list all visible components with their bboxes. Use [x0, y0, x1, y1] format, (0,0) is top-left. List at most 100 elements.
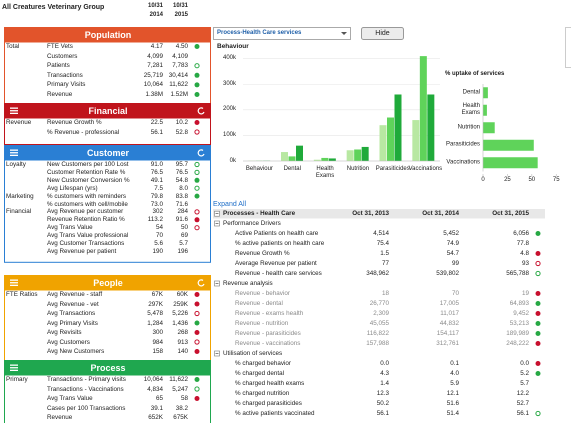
status-dot: [194, 217, 200, 223]
menu-icon[interactable]: [10, 284, 18, 286]
metric-label: New Customer Conversion %: [47, 176, 130, 184]
group-label: Revenue: [6, 119, 32, 126]
group-label: Utilisation of services: [223, 350, 283, 357]
menu-icon[interactable]: [10, 149, 18, 151]
metric-value: 1.5: [380, 250, 389, 257]
hide-button[interactable]: [361, 27, 404, 40]
y-tick-label: Dental: [462, 89, 480, 96]
menu-icon[interactable]: [10, 112, 18, 114]
metric-value: 70: [155, 232, 163, 240]
metric-label: Avg Revisits: [47, 329, 82, 336]
bar: [313, 159, 321, 161]
metric-label: % customers with reminders: [47, 192, 127, 200]
menu-icon[interactable]: [10, 107, 18, 109]
x-tick-label: Parasiticides: [375, 166, 410, 172]
metric-value: 6,056: [513, 230, 529, 237]
status-dot: [194, 301, 200, 307]
metric-value: 4,514: [373, 230, 389, 237]
status-ring: [194, 310, 200, 317]
status-ring: [194, 129, 200, 135]
metric-label: Revenue - nutrition: [235, 320, 289, 327]
status-dot: [194, 377, 200, 382]
metric-label: % charged nutrition: [235, 390, 290, 397]
bar: [387, 117, 394, 161]
status-ring: [535, 260, 541, 267]
status-dot: [194, 82, 200, 88]
metric-label: Avg Transactions: [47, 310, 96, 317]
y-tick-label: 0k: [229, 157, 236, 164]
metric-value: 52.7: [516, 400, 529, 407]
status-dot: [194, 193, 200, 199]
metric-label: Revenue: [47, 91, 73, 98]
metric-value: 5.7: [179, 240, 188, 247]
status-dot: [535, 291, 541, 296]
metric-value: 539,802: [436, 270, 459, 277]
menu-icon[interactable]: [10, 279, 18, 281]
refresh-icon[interactable]: [197, 107, 205, 115]
x-tick-label: 50: [528, 176, 536, 183]
metric-value: 10,064: [143, 376, 163, 383]
panel-title: Financial: [88, 106, 128, 116]
group-label: Financial: [6, 208, 32, 216]
menu-icon[interactable]: [10, 364, 18, 366]
dropdown-arrow[interactable]: [341, 32, 347, 35]
metric-label: Avg Revenue - vet: [47, 300, 99, 308]
metric-label: Active Patients on health care: [235, 230, 319, 237]
metric-value: 913: [177, 338, 188, 346]
expand-all-link[interactable]: Expand All: [213, 200, 247, 208]
metric-value: 56.1: [376, 410, 389, 417]
column-date: 2015: [174, 11, 188, 18]
menu-icon[interactable]: [10, 367, 18, 369]
metric-value: 7,281: [147, 62, 163, 70]
metric-label: Revenue Growth %: [235, 250, 290, 257]
metric-value: 25,719: [143, 71, 163, 79]
metric-value: 4,099: [147, 52, 163, 60]
menu-icon[interactable]: [10, 154, 18, 156]
metric-value: 75.4: [376, 240, 389, 247]
bar: [346, 150, 354, 161]
metric-value: 56.1: [150, 128, 163, 136]
x-tick-label: Dental: [283, 166, 301, 172]
menu-icon[interactable]: [10, 110, 18, 112]
status-ring: [194, 386, 200, 392]
bar: [394, 94, 402, 161]
dropdown-value[interactable]: Process-Health Care services: [217, 30, 302, 36]
status-ring: [194, 185, 200, 191]
status-dot: [535, 311, 541, 316]
metric-value: 158: [152, 348, 163, 355]
metric-value: 189,989: [506, 330, 529, 337]
menu-icon[interactable]: [10, 369, 18, 371]
metric-label: Transactions - Primary visits: [47, 376, 126, 383]
dropdown[interactable]: [213, 27, 351, 40]
metric-label: Transactions - Vaccinations: [47, 385, 124, 393]
metric-value: 39.1: [150, 404, 163, 412]
metric-label: Customers: [47, 52, 78, 60]
refresh-icon[interactable]: [197, 149, 205, 157]
metric-value: 95.7: [175, 161, 188, 168]
status-dot: [194, 177, 200, 183]
refresh-icon[interactable]: [197, 279, 205, 287]
status-dot: [194, 349, 200, 354]
metric-value: 93: [521, 260, 529, 267]
metric-value: 157,988: [366, 340, 389, 347]
column-header: Oct 31, 2015: [492, 210, 529, 218]
metric-value: 38.2: [175, 404, 188, 412]
metric-value: 5,226: [172, 310, 188, 317]
metric-label: New Customers per 100 Lost: [47, 161, 129, 168]
metric-value: 2,309: [373, 310, 389, 317]
menu-icon[interactable]: [10, 282, 18, 284]
bar: [328, 158, 336, 161]
metric-value: 73.0: [150, 200, 163, 208]
metric-value: 0.1: [450, 360, 459, 367]
metric-value: 140: [177, 348, 188, 355]
metric-label: Revenue: [47, 414, 73, 421]
panel-title: People: [93, 278, 123, 288]
menu-icon[interactable]: [10, 152, 18, 154]
metric-value: 4.8: [520, 250, 529, 257]
metric-value: 7,783: [172, 62, 188, 70]
metric-label: Avg Revenue - staff: [47, 291, 103, 298]
hide-button-label[interactable]: Hide: [375, 30, 390, 37]
metric-value: 190: [152, 247, 163, 255]
x-tick-label: 25: [504, 176, 511, 183]
metric-label: Avg Trans Value professional: [47, 232, 129, 240]
